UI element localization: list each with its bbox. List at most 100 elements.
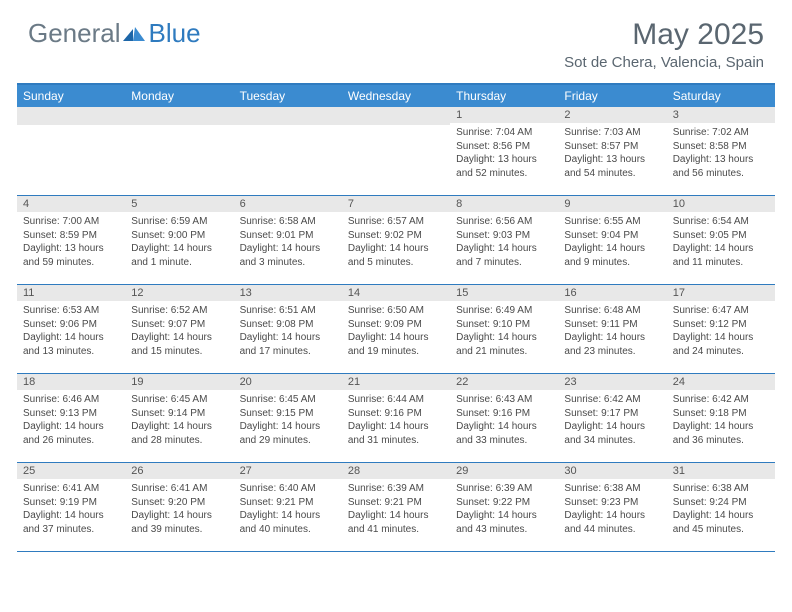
day-header-cell: Monday (125, 85, 233, 107)
day-number: 7 (342, 196, 450, 212)
day-cell: 10Sunrise: 6:54 AMSunset: 9:05 PMDayligh… (667, 196, 775, 284)
sunrise-line: Sunrise: 6:41 AM (131, 482, 227, 496)
month-title: May 2025 (564, 18, 764, 52)
daylight-line: Daylight: 14 hours and 34 minutes. (564, 420, 660, 447)
day-cell (125, 107, 233, 195)
calendar-body: 1Sunrise: 7:04 AMSunset: 8:56 PMDaylight… (17, 107, 775, 552)
day-details: Sunrise: 6:39 AMSunset: 9:22 PMDaylight:… (450, 479, 558, 540)
logo-text-general: General (28, 18, 121, 49)
day-cell: 18Sunrise: 6:46 AMSunset: 9:13 PMDayligh… (17, 374, 125, 462)
day-details: Sunrise: 6:59 AMSunset: 9:00 PMDaylight:… (125, 212, 233, 273)
day-cell (17, 107, 125, 195)
day-cell (342, 107, 450, 195)
day-details: Sunrise: 6:50 AMSunset: 9:09 PMDaylight:… (342, 301, 450, 362)
week-row: 4Sunrise: 7:00 AMSunset: 8:59 PMDaylight… (17, 196, 775, 285)
day-cell: 23Sunrise: 6:42 AMSunset: 9:17 PMDayligh… (558, 374, 666, 462)
day-header-row: SundayMondayTuesdayWednesdayThursdayFrid… (17, 85, 775, 107)
week-row: 11Sunrise: 6:53 AMSunset: 9:06 PMDayligh… (17, 285, 775, 374)
sunset-line: Sunset: 9:01 PM (240, 229, 336, 243)
day-cell: 26Sunrise: 6:41 AMSunset: 9:20 PMDayligh… (125, 463, 233, 551)
day-cell: 3Sunrise: 7:02 AMSunset: 8:58 PMDaylight… (667, 107, 775, 195)
sunrise-line: Sunrise: 6:46 AM (23, 393, 119, 407)
daylight-line: Daylight: 14 hours and 13 minutes. (23, 331, 119, 358)
day-number: 16 (558, 285, 666, 301)
daylight-line: Daylight: 14 hours and 23 minutes. (564, 331, 660, 358)
day-number: 14 (342, 285, 450, 301)
sunrise-line: Sunrise: 6:55 AM (564, 215, 660, 229)
daylight-line: Daylight: 14 hours and 40 minutes. (240, 509, 336, 536)
sunrise-line: Sunrise: 6:39 AM (456, 482, 552, 496)
daylight-line: Daylight: 14 hours and 19 minutes. (348, 331, 444, 358)
sunrise-line: Sunrise: 6:51 AM (240, 304, 336, 318)
day-cell: 8Sunrise: 6:56 AMSunset: 9:03 PMDaylight… (450, 196, 558, 284)
sunset-line: Sunset: 9:22 PM (456, 496, 552, 510)
day-number: 20 (234, 374, 342, 390)
day-details: Sunrise: 6:53 AMSunset: 9:06 PMDaylight:… (17, 301, 125, 362)
day-cell: 28Sunrise: 6:39 AMSunset: 9:21 PMDayligh… (342, 463, 450, 551)
sunrise-line: Sunrise: 6:44 AM (348, 393, 444, 407)
header: General Blue May 2025 Sot de Chera, Vale… (0, 0, 792, 77)
empty-day-bar (234, 107, 342, 125)
daylight-line: Daylight: 14 hours and 17 minutes. (240, 331, 336, 358)
daylight-line: Daylight: 13 hours and 52 minutes. (456, 153, 552, 180)
sunset-line: Sunset: 9:12 PM (673, 318, 769, 332)
day-details: Sunrise: 6:44 AMSunset: 9:16 PMDaylight:… (342, 390, 450, 451)
daylight-line: Daylight: 13 hours and 56 minutes. (673, 153, 769, 180)
sunrise-line: Sunrise: 7:00 AM (23, 215, 119, 229)
day-cell: 31Sunrise: 6:38 AMSunset: 9:24 PMDayligh… (667, 463, 775, 551)
day-cell: 22Sunrise: 6:43 AMSunset: 9:16 PMDayligh… (450, 374, 558, 462)
day-details: Sunrise: 7:02 AMSunset: 8:58 PMDaylight:… (667, 123, 775, 184)
day-details: Sunrise: 7:03 AMSunset: 8:57 PMDaylight:… (558, 123, 666, 184)
sunset-line: Sunset: 9:16 PM (456, 407, 552, 421)
day-header-cell: Tuesday (234, 85, 342, 107)
sunset-line: Sunset: 8:56 PM (456, 140, 552, 154)
sunrise-line: Sunrise: 6:56 AM (456, 215, 552, 229)
sunset-line: Sunset: 9:06 PM (23, 318, 119, 332)
day-cell: 27Sunrise: 6:40 AMSunset: 9:21 PMDayligh… (234, 463, 342, 551)
sunrise-line: Sunrise: 6:58 AM (240, 215, 336, 229)
day-cell: 17Sunrise: 6:47 AMSunset: 9:12 PMDayligh… (667, 285, 775, 373)
day-number: 15 (450, 285, 558, 301)
sunset-line: Sunset: 9:13 PM (23, 407, 119, 421)
empty-day-bar (342, 107, 450, 125)
sunrise-line: Sunrise: 6:53 AM (23, 304, 119, 318)
day-number: 5 (125, 196, 233, 212)
day-number: 9 (558, 196, 666, 212)
sunset-line: Sunset: 9:03 PM (456, 229, 552, 243)
day-cell: 24Sunrise: 6:42 AMSunset: 9:18 PMDayligh… (667, 374, 775, 462)
sunset-line: Sunset: 8:59 PM (23, 229, 119, 243)
day-cell (234, 107, 342, 195)
day-number: 31 (667, 463, 775, 479)
daylight-line: Daylight: 14 hours and 43 minutes. (456, 509, 552, 536)
sunset-line: Sunset: 9:02 PM (348, 229, 444, 243)
sunrise-line: Sunrise: 6:50 AM (348, 304, 444, 318)
day-number: 11 (17, 285, 125, 301)
daylight-line: Daylight: 14 hours and 41 minutes. (348, 509, 444, 536)
daylight-line: Daylight: 14 hours and 15 minutes. (131, 331, 227, 358)
sunset-line: Sunset: 9:21 PM (240, 496, 336, 510)
sunset-line: Sunset: 9:23 PM (564, 496, 660, 510)
day-details: Sunrise: 6:42 AMSunset: 9:18 PMDaylight:… (667, 390, 775, 451)
day-details: Sunrise: 6:51 AMSunset: 9:08 PMDaylight:… (234, 301, 342, 362)
sunrise-line: Sunrise: 7:03 AM (564, 126, 660, 140)
daylight-line: Daylight: 14 hours and 28 minutes. (131, 420, 227, 447)
logo: General Blue (28, 18, 201, 49)
sunset-line: Sunset: 9:15 PM (240, 407, 336, 421)
day-number: 26 (125, 463, 233, 479)
day-details: Sunrise: 6:40 AMSunset: 9:21 PMDaylight:… (234, 479, 342, 540)
daylight-line: Daylight: 14 hours and 3 minutes. (240, 242, 336, 269)
sunrise-line: Sunrise: 6:42 AM (564, 393, 660, 407)
day-number: 18 (17, 374, 125, 390)
day-header-cell: Saturday (667, 85, 775, 107)
sunrise-line: Sunrise: 6:41 AM (23, 482, 119, 496)
location-text: Sot de Chera, Valencia, Spain (564, 54, 764, 71)
day-details: Sunrise: 6:45 AMSunset: 9:15 PMDaylight:… (234, 390, 342, 451)
sunrise-line: Sunrise: 6:42 AM (673, 393, 769, 407)
day-details: Sunrise: 7:00 AMSunset: 8:59 PMDaylight:… (17, 212, 125, 273)
day-cell: 14Sunrise: 6:50 AMSunset: 9:09 PMDayligh… (342, 285, 450, 373)
day-cell: 16Sunrise: 6:48 AMSunset: 9:11 PMDayligh… (558, 285, 666, 373)
sunrise-line: Sunrise: 6:54 AM (673, 215, 769, 229)
daylight-line: Daylight: 14 hours and 29 minutes. (240, 420, 336, 447)
sunrise-line: Sunrise: 6:39 AM (348, 482, 444, 496)
week-row: 25Sunrise: 6:41 AMSunset: 9:19 PMDayligh… (17, 463, 775, 552)
